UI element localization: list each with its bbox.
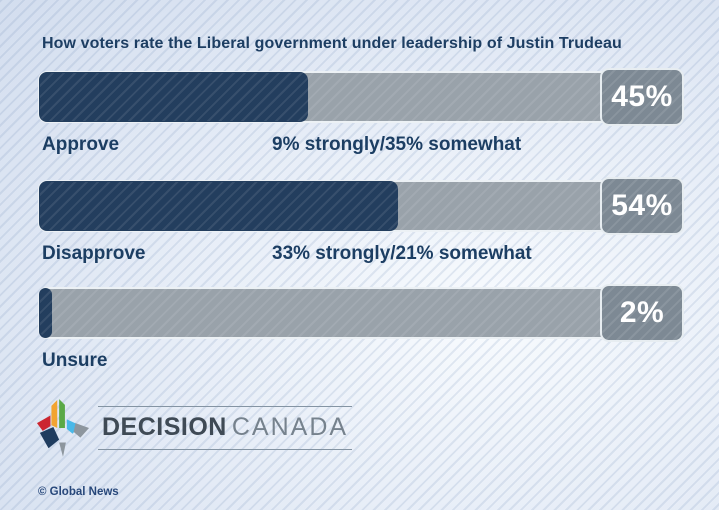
- maple-leaf-icon: [36, 399, 90, 457]
- category-label-unsure: Unsure: [42, 350, 108, 371]
- bar-labels-approve: Approve 9% strongly/35% somewhat: [38, 134, 683, 158]
- bar-fill-approve: [39, 72, 309, 122]
- value-badge-unsure: 2%: [600, 284, 684, 342]
- decision-canada-logo: DECISION CANADA: [36, 398, 353, 458]
- breakdown-label-approve: 9% strongly/35% somewhat: [272, 134, 522, 155]
- value-label-unsure: 2%: [619, 296, 665, 329]
- copyright-credit: © Global News: [38, 486, 119, 498]
- decision-canada-wordmark: DECISION CANADA: [98, 406, 353, 450]
- bar-row-unsure: 2% Unsure: [38, 284, 684, 371]
- breakdown-label-disapprove: 33% strongly/21% somewhat: [272, 243, 532, 264]
- wordmark-canada: CANADA: [231, 413, 349, 441]
- bar-row-disapprove: 54% Disapprove 33% strongly/21% somewhat: [38, 177, 684, 264]
- bar-fill-unsure: [39, 288, 52, 338]
- bar-labels-unsure: Unsure: [38, 350, 683, 374]
- bar-row-approve: 45% Approve 9% strongly/35% somewhat: [38, 68, 684, 155]
- category-label-disapprove: Disapprove: [42, 243, 146, 264]
- value-badge-approve: 45%: [600, 68, 684, 126]
- bar-track-disapprove: 54%: [38, 177, 684, 235]
- bar-labels-disapprove: Disapprove 33% strongly/21% somewhat: [38, 243, 683, 267]
- chart-title: How voters rate the Liberal government u…: [42, 35, 622, 52]
- value-badge-disapprove: 54%: [600, 177, 684, 235]
- bar-track-unsure: 2%: [38, 284, 684, 342]
- category-label-approve: Approve: [42, 134, 120, 155]
- value-label-disapprove: 54%: [611, 189, 673, 222]
- wordmark-decision: DECISION: [102, 413, 227, 441]
- bar-track-approve: 45%: [38, 68, 684, 126]
- bar-fill-disapprove: [39, 181, 398, 231]
- value-label-approve: 45%: [611, 80, 673, 113]
